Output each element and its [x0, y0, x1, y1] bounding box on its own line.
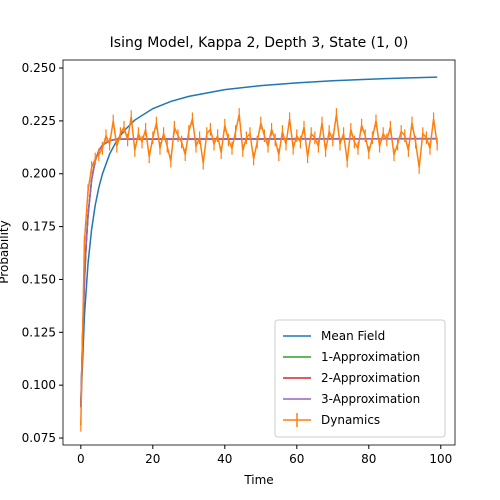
plot-area: [80, 76, 438, 432]
axes-frame: [62, 59, 456, 446]
legend-box: [274, 319, 446, 438]
y-tick-label: 0.200: [22, 167, 56, 181]
x-tick-label: 40: [217, 452, 232, 466]
y-tick-label: 0.100: [22, 378, 56, 392]
y-tick-label: 0.175: [22, 220, 56, 234]
x-tick-label: 100: [429, 452, 452, 466]
series-line: [80, 76, 438, 407]
series-line: [80, 114, 438, 426]
y-tick-label: 0.150: [22, 272, 56, 286]
x-tick-label: 20: [145, 452, 160, 466]
legend-label: 2-Approximation: [321, 371, 420, 385]
x-axis-label: Time: [243, 473, 273, 487]
y-axis-label: Probability: [0, 220, 11, 283]
legend-label: 3-Approximation: [321, 392, 420, 406]
y-tick-label: 0.125: [22, 325, 56, 339]
x-tick-label: 60: [289, 452, 304, 466]
chart-title: Ising Model, Kappa 2, Depth 3, State (1,…: [110, 35, 409, 51]
x-tick-label: 0: [77, 452, 85, 466]
y-tick-label: 0.225: [22, 114, 56, 128]
legend-label: Mean Field: [321, 329, 385, 343]
y-tick-label: 0.250: [22, 61, 56, 75]
y-tick-label: 0.075: [22, 431, 56, 445]
legend-label: Dynamics: [321, 413, 380, 427]
x-tick-label: 80: [361, 452, 376, 466]
legend-label: 1-Approximation: [321, 350, 420, 364]
